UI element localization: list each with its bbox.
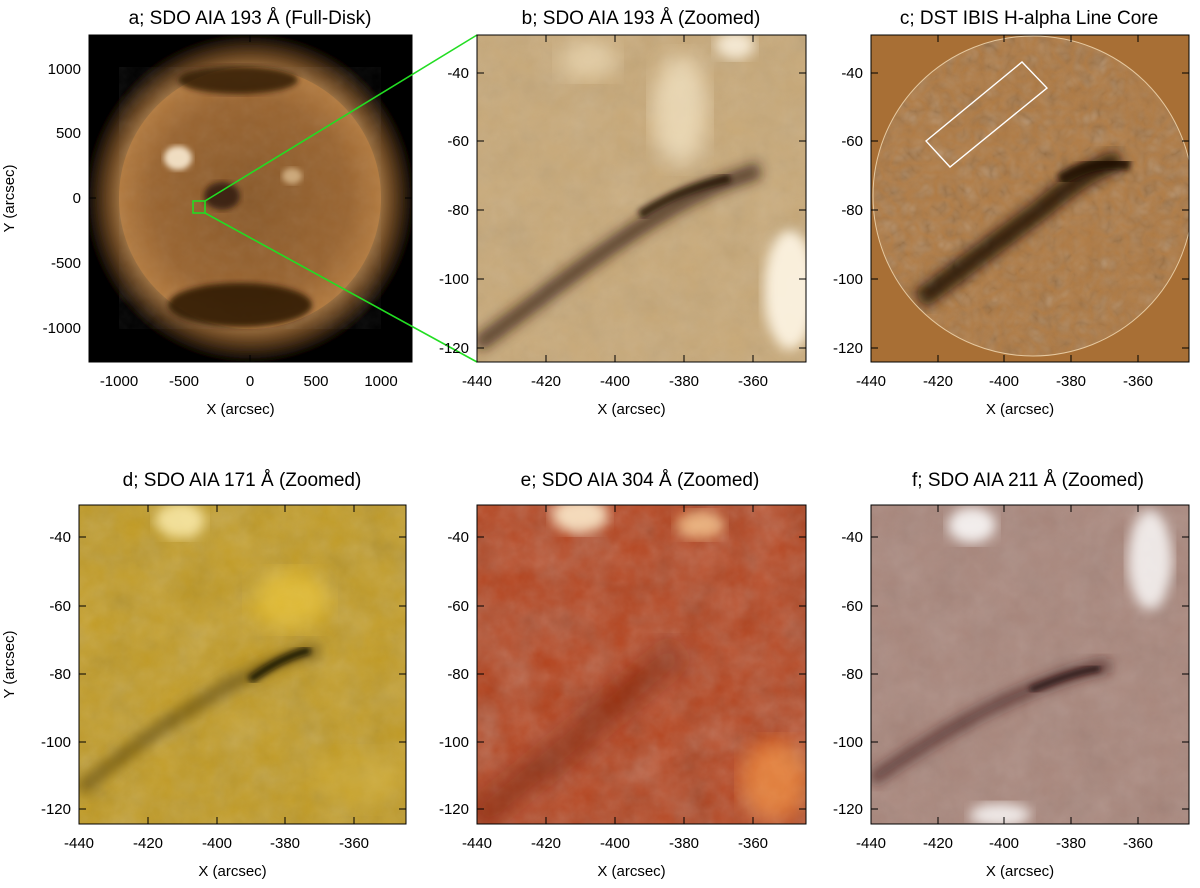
y-tick-label: -100 <box>439 271 469 288</box>
y-tick-label: 500 <box>56 125 81 142</box>
x-tick-label: -400 <box>202 835 232 852</box>
x-tick-label: -440 <box>856 373 886 390</box>
ibis-halpha-image <box>871 35 1189 362</box>
x-tick-label: -1000 <box>100 373 138 390</box>
x-tick-label: -440 <box>64 835 94 852</box>
plot-frame <box>476 34 807 363</box>
panel-f: f; SDO AIA 211 Å (Zoomed) -440 -420 -400 -3… <box>833 470 1190 880</box>
panel-d: d; SDO AIA 171 Å (Zoomed) -440 -420 -400 -3… <box>1 470 407 880</box>
x-tick-label: -420 <box>531 373 561 390</box>
y-tick-label: -100 <box>833 271 863 288</box>
plot-frame <box>870 504 1190 825</box>
zoom-connector-line-bottom <box>204 212 478 363</box>
panel-e: e; SDO AIA 304 Å (Zoomed) -440 -420 -400 -3… <box>439 470 807 880</box>
y-tick-label: -40 <box>841 65 863 82</box>
x-tick-label: -440 <box>462 835 492 852</box>
x-axis-label: X (arcsec) <box>986 863 1054 880</box>
y-axis-label: Y (arcsec) <box>1 164 18 232</box>
y-tick-label: -60 <box>447 598 469 615</box>
y-tick-label: -60 <box>447 133 469 150</box>
x-tick-label: -360 <box>738 373 768 390</box>
y-tick-label: -40 <box>447 65 469 82</box>
panel-title: a; SDO AIA 193 Å (Full-Disk) <box>129 8 372 29</box>
x-tick-label: -440 <box>462 373 492 390</box>
y-tick-label: -40 <box>447 529 469 546</box>
x-axis-label: X (arcsec) <box>198 863 266 880</box>
y-tick-label: -120 <box>41 801 71 818</box>
x-axis-label: X (arcsec) <box>597 401 665 418</box>
x-tick-label: -500 <box>169 373 199 390</box>
panel-b: b; SDO AIA 193 Å (Zoomed) -440 -420 -400 -3… <box>439 8 807 418</box>
y-tick-label: -120 <box>439 801 469 818</box>
panel-title: f; SDO AIA 211 Å (Zoomed) <box>912 470 1144 491</box>
x-axis-label: X (arcsec) <box>986 401 1054 418</box>
aia-193-zoomed-image <box>477 35 806 362</box>
y-tick-label: -80 <box>841 666 863 683</box>
y-tick-label: -100 <box>833 734 863 751</box>
y-tick-label: -60 <box>841 133 863 150</box>
x-tick-label: -380 <box>669 373 699 390</box>
x-tick-label: -400 <box>600 373 630 390</box>
panel-title: b; SDO AIA 193 Å (Zoomed) <box>522 8 761 29</box>
aia-304-zoomed-image <box>477 505 806 824</box>
y-axis-label: Y (arcsec) <box>1 630 18 698</box>
x-tick-label: 0 <box>246 373 254 390</box>
x-tick-label: -380 <box>1056 835 1086 852</box>
y-tick-label: -80 <box>49 666 71 683</box>
x-tick-label: -420 <box>923 373 953 390</box>
panel-title: c; DST IBIS H-alpha Line Core <box>900 8 1158 29</box>
x-tick-label: 1000 <box>364 373 397 390</box>
x-tick-label: -420 <box>923 835 953 852</box>
sun-full-disk-image <box>89 35 412 362</box>
x-tick-label: -360 <box>339 835 369 852</box>
y-tick-label: -100 <box>41 734 71 751</box>
y-tick-label: -60 <box>49 598 71 615</box>
y-tick-label: -80 <box>447 666 469 683</box>
x-tick-label: -360 <box>738 835 768 852</box>
ibis-slit-region-box <box>924 61 1049 168</box>
x-tick-label: -420 <box>133 835 163 852</box>
panel-c: c; DST IBIS H-alpha Line Core -440 -420 -4… <box>833 8 1190 418</box>
panel-title: d; SDO AIA 171 Å (Zoomed) <box>123 470 362 491</box>
zoom-region-box <box>192 200 206 214</box>
y-tick-label: -40 <box>841 529 863 546</box>
y-tick-label: 1000 <box>48 61 81 78</box>
aia-171-zoomed-image <box>79 505 406 824</box>
y-tick-label: -120 <box>833 801 863 818</box>
x-tick-label: -400 <box>989 835 1019 852</box>
plot-frame <box>476 504 807 825</box>
x-tick-label: -360 <box>1123 373 1153 390</box>
x-tick-label: 500 <box>303 373 328 390</box>
y-tick-label: -120 <box>439 340 469 357</box>
y-tick-label: 0 <box>73 190 81 207</box>
y-tick-label: -100 <box>439 734 469 751</box>
x-tick-label: -420 <box>531 835 561 852</box>
y-tick-label: -40 <box>49 529 71 546</box>
y-tick-label: -80 <box>447 202 469 219</box>
panel-title: e; SDO AIA 304 Å (Zoomed) <box>521 470 760 491</box>
x-tick-label: -400 <box>600 835 630 852</box>
y-tick-label: -120 <box>833 340 863 357</box>
x-tick-label: -380 <box>270 835 300 852</box>
x-tick-label: -440 <box>856 835 886 852</box>
x-tick-label: -380 <box>1056 373 1086 390</box>
y-tick-label: -500 <box>51 255 81 272</box>
panel-a: a; SDO AIA 193 Å (Full-Disk) -1000 -500 0 5… <box>1 8 478 418</box>
x-tick-label: -380 <box>669 835 699 852</box>
y-tick-label: -60 <box>841 598 863 615</box>
y-tick-label: -1000 <box>43 320 81 337</box>
x-tick-label: -360 <box>1123 835 1153 852</box>
zoom-connector-line-top <box>204 34 478 202</box>
y-tick-label: -80 <box>841 202 863 219</box>
x-axis-label: X (arcsec) <box>206 401 274 418</box>
plot-frame <box>78 504 407 825</box>
x-tick-label: -400 <box>989 373 1019 390</box>
x-axis-label: X (arcsec) <box>597 863 665 880</box>
aia-211-zoomed-image <box>871 505 1189 824</box>
plot-frame <box>870 34 1190 363</box>
